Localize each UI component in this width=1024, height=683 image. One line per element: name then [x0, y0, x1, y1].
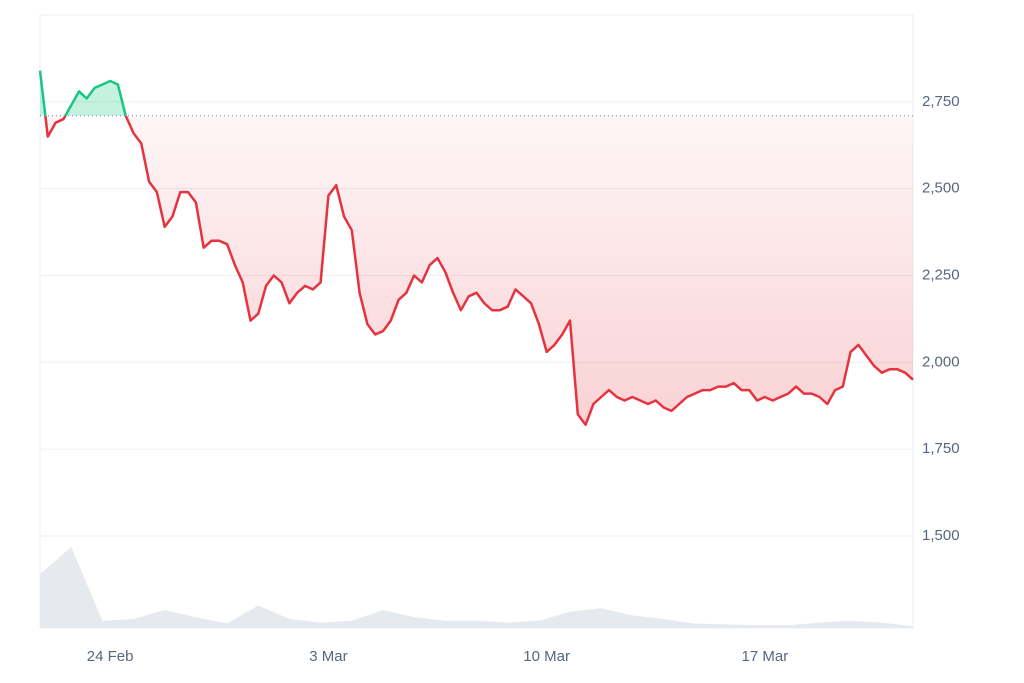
y-tick-label: 1,500	[922, 527, 960, 544]
price-line-down	[44, 115, 914, 427]
x-tick-label: 24 Feb	[87, 648, 134, 665]
x-tick-label: 17 Mar	[742, 648, 789, 665]
y-tick-label: 2,500	[922, 180, 960, 197]
y-tick-label: 2,750	[922, 93, 960, 110]
area-down	[40, 115, 913, 425]
x-tick-label: 10 Mar	[523, 648, 570, 665]
area-up	[40, 70, 126, 116]
y-tick-label: 2,000	[922, 353, 960, 370]
y-tick-label: 2,250	[922, 266, 960, 283]
volume-area	[40, 547, 913, 628]
x-tick-label: 3 Mar	[309, 648, 347, 665]
y-tick-label: 1,750	[922, 440, 960, 457]
